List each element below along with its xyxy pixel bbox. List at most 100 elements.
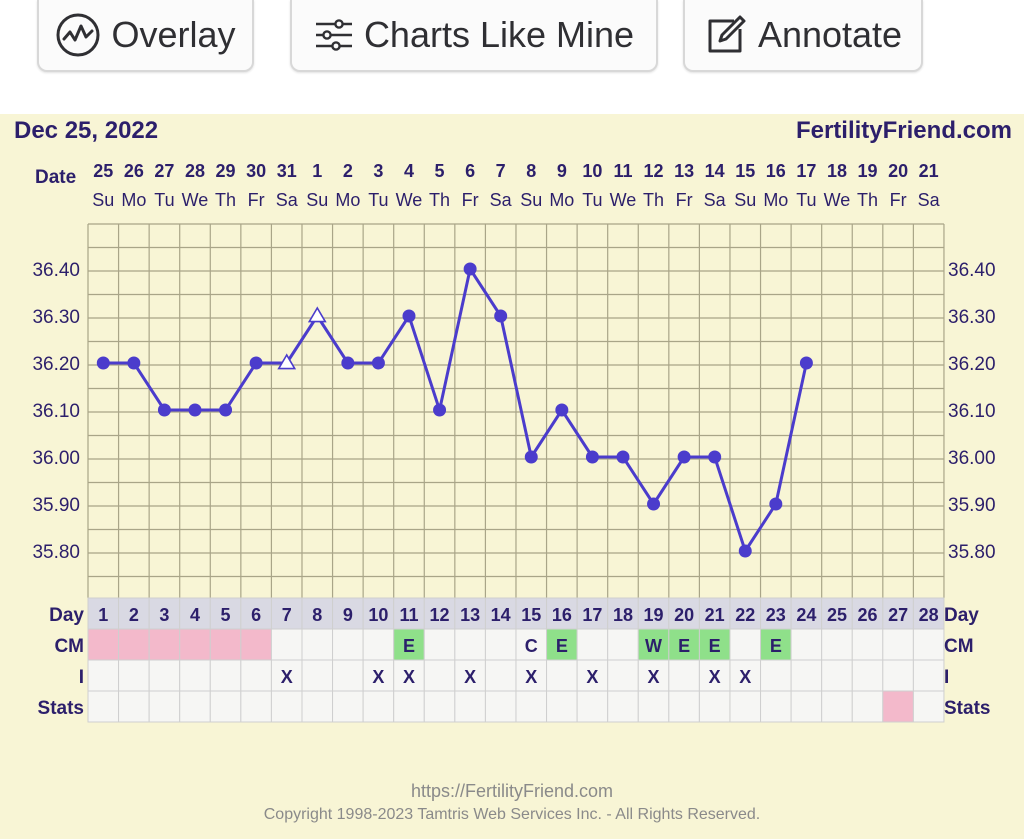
table-cell-stats[interactable] [760,690,792,723]
temperature-marker[interactable] [188,403,202,417]
table-cell-day[interactable] [118,597,150,630]
temperature-marker[interactable] [524,450,538,464]
temperature-marker-hollow[interactable] [307,306,327,323]
table-cell-stats[interactable] [698,690,731,723]
table-cell-i[interactable] [637,659,670,692]
temperature-marker[interactable] [402,309,416,323]
table-cell-i[interactable] [118,659,150,692]
temperature-marker-hollow[interactable] [277,353,297,370]
table-cell-stats[interactable] [209,690,242,723]
table-cell-cm[interactable] [637,628,670,661]
table-cell-cm[interactable] [301,628,334,661]
table-cell-stats[interactable] [576,690,609,723]
table-cell-stats[interactable] [729,690,762,723]
table-cell-stats[interactable] [851,690,884,723]
temperature-marker[interactable] [799,356,813,370]
table-cell-stats[interactable] [790,690,823,723]
temperature-marker[interactable] [585,450,599,464]
table-cell-day[interactable] [148,597,181,630]
table-cell-day[interactable] [760,597,792,630]
table-cell-cm[interactable] [760,628,792,661]
table-cell-cm[interactable] [607,628,639,661]
table-cell-i[interactable] [148,659,181,692]
temperature-marker[interactable] [249,356,263,370]
table-cell-cm[interactable] [576,628,609,661]
table-cell-i[interactable] [332,659,364,692]
table-cell-stats[interactable] [179,690,211,723]
temperature-marker[interactable] [738,544,752,558]
table-cell-stats[interactable] [607,690,639,723]
temperature-marker[interactable] [616,450,630,464]
charts-like-mine-button[interactable]: Charts Like Mine [290,0,658,72]
table-cell-cm[interactable] [790,628,823,661]
table-cell-stats[interactable] [393,690,425,723]
table-cell-day[interactable] [668,597,700,630]
table-cell-stats[interactable] [301,690,334,723]
table-cell-i[interactable] [454,659,486,692]
table-cell-stats[interactable] [484,690,517,723]
table-cell-i[interactable] [515,659,548,692]
table-cell-i[interactable] [209,659,242,692]
footer-url[interactable]: https://FertilityFriend.com [410,781,614,801]
temperature-marker[interactable] [127,356,141,370]
table-cell-stats[interactable] [454,690,486,723]
table-cell-stats[interactable] [423,690,456,723]
table-cell-cm[interactable] [423,628,456,661]
table-cell-stats[interactable] [912,690,945,723]
table-cell-cm[interactable] [87,628,120,661]
table-cell-day[interactable] [607,597,639,630]
overlay-button[interactable]: Overlay [37,0,254,72]
table-cell-cm[interactable] [148,628,181,661]
temperature-marker[interactable] [708,450,722,464]
table-cell-cm[interactable] [209,628,242,661]
table-cell-stats[interactable] [118,690,150,723]
temperature-marker[interactable] [341,356,355,370]
table-cell-stats[interactable] [546,690,578,723]
table-cell-cm[interactable] [118,628,150,661]
table-cell-i[interactable] [912,659,945,692]
temperature-marker[interactable] [96,356,110,370]
table-cell-cm[interactable] [484,628,517,661]
annotate-button[interactable]: Annotate [683,0,923,72]
table-cell-i[interactable] [423,659,456,692]
table-cell-cm[interactable] [515,628,548,661]
table-cell-stats[interactable] [87,690,120,723]
temperature-marker[interactable] [371,356,385,370]
temperature-marker[interactable] [555,403,569,417]
table-cell-i[interactable] [607,659,639,692]
table-cell-day[interactable] [698,597,731,630]
table-cell-stats[interactable] [637,690,670,723]
table-cell-i[interactable] [790,659,823,692]
table-cell-i[interactable] [698,659,731,692]
table-cell-stats[interactable] [362,690,395,723]
table-cell-stats[interactable] [240,690,272,723]
table-cell-day[interactable] [270,597,303,630]
temperature-marker[interactable] [463,262,477,276]
table-cell-i[interactable] [301,659,334,692]
table-cell-stats[interactable] [882,690,914,723]
table-cell-cm[interactable] [546,628,578,661]
table-cell-cm[interactable] [668,628,700,661]
table-cell-stats[interactable] [668,690,700,723]
temperature-marker[interactable] [677,450,691,464]
table-cell-cm[interactable] [882,628,914,661]
table-cell-i[interactable] [882,659,914,692]
table-cell-day[interactable] [484,597,517,630]
table-cell-day[interactable] [882,597,914,630]
table-cell-i[interactable] [87,659,120,692]
table-cell-stats[interactable] [332,690,364,723]
table-cell-i[interactable] [729,659,762,692]
table-cell-cm[interactable] [851,628,884,661]
table-cell-cm[interactable] [454,628,486,661]
table-cell-cm[interactable] [240,628,272,661]
table-cell-cm[interactable] [179,628,211,661]
table-cell-cm[interactable] [332,628,364,661]
temperature-marker[interactable] [647,497,661,511]
table-cell-day[interactable] [454,597,486,630]
temperature-marker[interactable] [219,403,233,417]
temperature-marker[interactable] [494,309,508,323]
table-cell-cm[interactable] [821,628,853,661]
table-cell-stats[interactable] [270,690,303,723]
table-cell-day[interactable] [301,597,334,630]
table-cell-i[interactable] [179,659,211,692]
